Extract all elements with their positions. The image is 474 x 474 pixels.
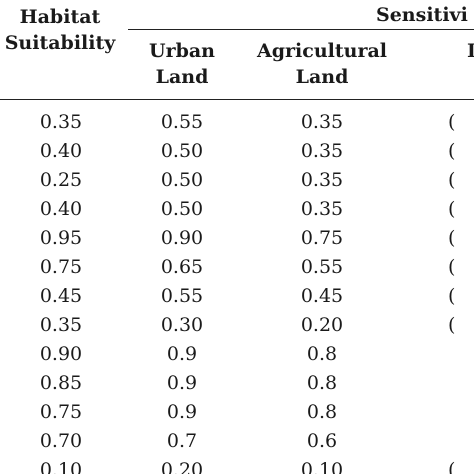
header-agricultural-land: Agricultural Land: [244, 38, 400, 90]
cell-urban: 0.20: [160, 459, 204, 474]
cell-agricultural: 0.8: [306, 401, 338, 423]
cell-habitat: 0.75: [39, 256, 83, 278]
cell-industrial: (: [448, 227, 456, 249]
cell-industrial: (: [448, 169, 456, 191]
cell-industrial: (: [448, 314, 456, 336]
cell-urban: 0.50: [160, 140, 204, 162]
cell-habitat: 0.95: [39, 227, 83, 249]
header-urban-land: Urban Land: [120, 38, 244, 90]
header-industrial-land: Ind L: [420, 38, 474, 90]
header-industrial-line-1: Ind: [467, 40, 474, 62]
cell-habitat: 0.35: [39, 314, 83, 336]
cell-habitat: 0.70: [39, 430, 83, 452]
table-row: 0.90 0.9 0.8: [0, 340, 474, 369]
header-bottom-rule: [0, 99, 474, 100]
cell-agricultural: 0.55: [300, 256, 344, 278]
table-row: 0.35 0.55 0.35 (: [0, 108, 474, 137]
cell-industrial: (: [448, 198, 456, 220]
header-urban-line-1: Urban: [149, 40, 215, 62]
cell-industrial: (: [448, 256, 456, 278]
table-row: 0.25 0.50 0.35 (: [0, 166, 474, 195]
header-sensitivity-group: Sensitivi: [376, 4, 468, 26]
cell-industrial: (: [448, 140, 456, 162]
cell-habitat: 0.90: [39, 343, 83, 365]
cell-urban: 0.9: [166, 401, 198, 423]
cell-habitat: 0.75: [39, 401, 83, 423]
cell-habitat: 0.40: [39, 198, 83, 220]
cell-agricultural: 0.35: [300, 169, 344, 191]
header-agricultural-line-2: Land: [295, 66, 349, 88]
cell-urban: 0.9: [166, 343, 198, 365]
table-row: 0.10 0.20 0.10 (: [0, 456, 474, 474]
table-row: 0.45 0.55 0.45 (: [0, 282, 474, 311]
cell-urban: 0.9: [166, 372, 198, 394]
sensitivity-group-rule: [128, 29, 474, 30]
cell-urban: 0.50: [160, 169, 204, 191]
table-row: 0.70 0.7 0.6: [0, 427, 474, 456]
header-urban-line-2: Land: [155, 66, 209, 88]
cell-urban: 0.50: [160, 198, 204, 220]
cell-agricultural: 0.8: [306, 343, 338, 365]
cell-industrial: (: [448, 285, 456, 307]
cell-agricultural: 0.8: [306, 372, 338, 394]
cell-urban: 0.90: [160, 227, 204, 249]
table-row: 0.40 0.50 0.35 (: [0, 195, 474, 224]
table-row: 0.75 0.65 0.55 (: [0, 253, 474, 282]
header-agricultural-line-1: Agricultural: [257, 40, 387, 62]
cell-agricultural: 0.75: [300, 227, 344, 249]
cell-habitat: 0.35: [39, 111, 83, 133]
cell-habitat: 0.25: [39, 169, 83, 191]
table-row: 0.40 0.50 0.35 (: [0, 137, 474, 166]
table-row: 0.75 0.9 0.8: [0, 398, 474, 427]
table-row: 0.95 0.90 0.75 (: [0, 224, 474, 253]
cell-agricultural: 0.10: [300, 459, 344, 474]
cell-agricultural: 0.35: [300, 198, 344, 220]
cell-urban: 0.55: [160, 111, 204, 133]
table-row: 0.35 0.30 0.20 (: [0, 311, 474, 340]
cell-habitat: 0.85: [39, 372, 83, 394]
cell-agricultural: 0.20: [300, 314, 344, 336]
table-body: 0.35 0.55 0.35 ( 0.40 0.50 0.35 ( 0.25 0…: [0, 108, 474, 474]
table-row: 0.85 0.9 0.8: [0, 369, 474, 398]
header-habitat-line-1: Habitat: [19, 6, 101, 28]
cell-agricultural: 0.35: [300, 111, 344, 133]
cell-habitat: 0.40: [39, 140, 83, 162]
cell-urban: 0.30: [160, 314, 204, 336]
header-habitat-line-2: Suitability: [4, 32, 116, 54]
cell-habitat: 0.45: [39, 285, 83, 307]
cell-industrial: (: [448, 111, 456, 133]
cell-agricultural: 0.45: [300, 285, 344, 307]
cell-agricultural: 0.35: [300, 140, 344, 162]
cell-industrial: (: [448, 459, 456, 474]
cell-agricultural: 0.6: [306, 430, 338, 452]
cell-urban: 0.7: [166, 430, 198, 452]
header-habitat-suitability: Habitat Suitability: [0, 4, 120, 56]
cell-habitat: 0.10: [39, 459, 83, 474]
cell-urban: 0.65: [160, 256, 204, 278]
header-industrial-line-2: L: [420, 64, 474, 90]
cell-urban: 0.55: [160, 285, 204, 307]
